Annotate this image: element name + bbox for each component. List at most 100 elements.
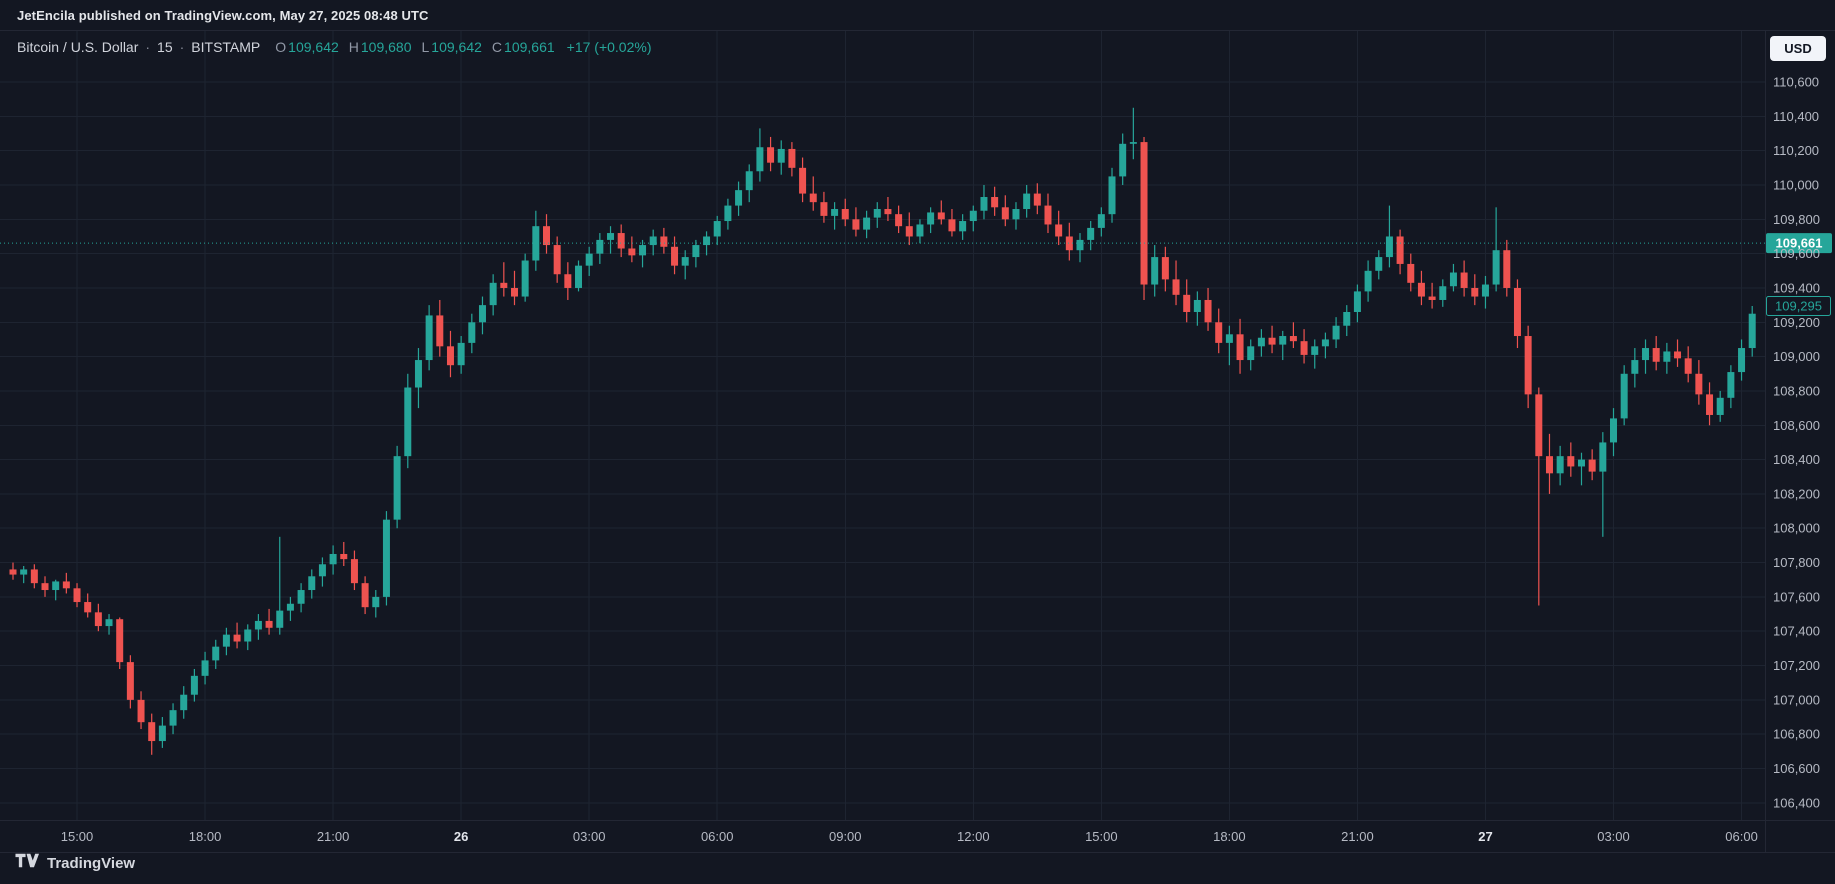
time-tick-label: 06:00 — [701, 829, 734, 844]
candle-body — [1055, 224, 1063, 237]
price-tick-label: 109,000 — [1773, 349, 1820, 364]
candle-body — [1567, 456, 1575, 467]
price-tick-label: 109,200 — [1773, 315, 1820, 330]
candle-body — [703, 236, 711, 246]
candle-body — [927, 212, 935, 225]
candle-body — [9, 569, 17, 575]
candle-body — [788, 148, 796, 168]
secondary-price-label-box — [1766, 295, 1831, 316]
candle-body — [959, 221, 967, 232]
candle-body — [265, 620, 273, 628]
candle-body — [905, 226, 913, 237]
candle-body — [1449, 272, 1457, 287]
candle-body — [105, 619, 113, 627]
symbol-title[interactable]: Bitcoin / U.S. Dollar — [17, 39, 139, 55]
price-scale[interactable]: 106,400 106,600 106,800 107,000 107,200 107,4… — [1773, 75, 1820, 811]
candle-body — [607, 233, 615, 240]
candle-body — [660, 236, 668, 247]
interval-label[interactable]: 15 — [157, 39, 173, 55]
candle-body — [713, 221, 721, 237]
footer-brand-link[interactable]: TradingView — [15, 853, 135, 873]
candle-body — [1599, 442, 1607, 472]
ohlc-low-value: 109,642 — [431, 39, 482, 55]
time-scale[interactable]: 15:00 18:00 21:00 26 03:00 06:00 09:00 12:00 15:… — [61, 829, 1758, 844]
candle-body — [628, 248, 636, 256]
price-tick-label: 108,400 — [1773, 452, 1820, 467]
candle-body — [1684, 358, 1692, 374]
candle-body — [286, 603, 294, 611]
ohlc-close-label: C — [491, 39, 503, 55]
time-tick-label: 26 — [454, 829, 468, 844]
candle-body — [254, 620, 262, 630]
candle-body — [1215, 322, 1223, 343]
candle-body — [969, 210, 977, 222]
candle-body — [276, 610, 284, 628]
candle-body — [340, 553, 348, 560]
candle-body — [873, 209, 881, 218]
candle-body — [1695, 373, 1703, 395]
candle-body — [916, 224, 924, 237]
candle-body — [500, 282, 508, 288]
time-tick-label: 03:00 — [1597, 829, 1630, 844]
price-line-layer: 109,661 109,295 — [0, 233, 1832, 316]
candle-body — [1663, 351, 1671, 362]
candle-body — [639, 245, 647, 256]
candle-body — [553, 245, 561, 275]
candle-body — [799, 167, 807, 194]
candle-body — [1407, 263, 1415, 283]
candle-body — [564, 274, 572, 288]
candle-body — [1524, 336, 1532, 395]
brand-name: TradingView — [47, 854, 136, 872]
price-tick-label: 109,600 — [1773, 246, 1820, 261]
candle-body — [361, 583, 369, 608]
candle-body — [318, 564, 326, 577]
exchange-label[interactable]: BITSTAMP — [191, 39, 261, 55]
candle-body — [1727, 372, 1735, 398]
candle-body — [1577, 459, 1585, 467]
candle-body — [382, 519, 390, 597]
candle-body — [767, 147, 775, 163]
ohlc-close-value: 109,661 — [504, 39, 555, 55]
candle-body — [1513, 287, 1521, 337]
price-tick-label: 106,400 — [1773, 795, 1820, 810]
candle-body — [1364, 270, 1372, 292]
candle-body — [1140, 142, 1148, 285]
current-price-badge-value: 109,661 — [1776, 236, 1823, 251]
time-tick-label: 15:00 — [1085, 829, 1118, 844]
currency-toggle-button[interactable]: USD — [1770, 36, 1826, 61]
candle-body — [617, 233, 625, 249]
ohlc-values: O 109,642 H 109,680 L 109,642 C 109,661 +17 … — [275, 39, 651, 55]
ohlc-high: H 109,680 — [349, 39, 412, 55]
candle-body — [489, 282, 497, 306]
candle-body — [1321, 339, 1329, 347]
candle-body — [1716, 397, 1724, 415]
candle-body — [809, 193, 817, 203]
candle-body — [425, 315, 433, 361]
candle-body — [20, 569, 28, 575]
candle-body — [692, 245, 700, 258]
attribution-text: JetEncila published on TradingView.com, … — [17, 8, 429, 23]
candle-body — [1417, 282, 1425, 297]
candle-body — [585, 253, 593, 266]
candle-body — [575, 265, 583, 288]
ohlc-high-value: 109,680 — [360, 39, 412, 55]
candle-body — [532, 226, 540, 261]
time-tick-label: 18:00 — [189, 829, 222, 844]
candle-body — [1492, 250, 1500, 285]
candle-body — [884, 209, 892, 215]
candle-body — [1674, 351, 1682, 359]
price-tick-label: 110,200 — [1773, 143, 1819, 158]
current-price-badge — [1766, 233, 1832, 254]
candle-body — [1279, 336, 1287, 345]
candle-body — [777, 148, 785, 163]
ohlc-open-label: O — [275, 39, 287, 55]
candle-body — [1588, 459, 1596, 472]
candle-body — [62, 581, 70, 589]
candle-body — [1439, 286, 1447, 300]
ohlc-open-value: 109,642 — [288, 39, 339, 55]
candle-body — [73, 588, 81, 603]
candle-body — [1172, 279, 1180, 295]
candle-body — [1471, 287, 1479, 297]
candle-body — [1012, 209, 1020, 220]
